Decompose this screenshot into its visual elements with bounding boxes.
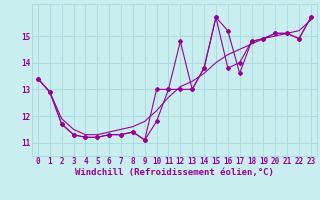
X-axis label: Windchill (Refroidissement éolien,°C): Windchill (Refroidissement éolien,°C) — [75, 168, 274, 177]
